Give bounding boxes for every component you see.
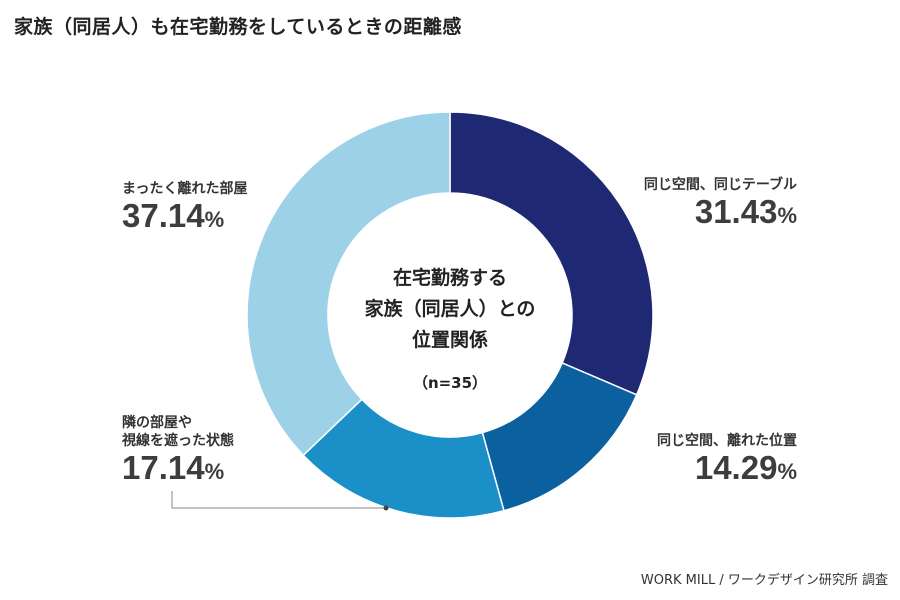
chart-title: 家族（同居人）も在宅勤務をしているときの距離感: [14, 16, 462, 38]
slice-label-next-room-line2: 視線を遮った状態: [122, 433, 234, 449]
label-same-space-apart: 同じ空間、離れた位置 14.29%: [657, 432, 797, 490]
slice-label-next-room-line1: 隣の部屋や: [122, 415, 192, 431]
leader-dot-next-room: [383, 505, 389, 511]
source-credit: WORK MILL / ワークデザイン研究所 調査: [640, 573, 888, 588]
center-label: 在宅勤務する 家族（同居人）との 位置関係: [330, 263, 570, 356]
value-label-next-room: 17.14%: [122, 449, 225, 486]
donut-slice-separate-room: [246, 111, 451, 457]
value-label-same-space-same-table: 31.43%: [694, 193, 797, 230]
center-label-line1: 在宅勤務する: [392, 267, 507, 289]
center-label-line2: 家族（同居人）との: [364, 298, 536, 320]
value-label-same-space-apart: 14.29%: [694, 449, 797, 486]
label-next-room: 隣の部屋や 視線を遮った状態 17.14%: [122, 414, 234, 490]
donut-slice-same-space-same-table: [449, 111, 654, 396]
value-label-separate-room: 37.14%: [122, 197, 225, 234]
slice-label-same-space-same-table: 同じ空間、同じテーブル: [643, 177, 797, 193]
sample-size-label: （n=35）: [412, 374, 488, 392]
slice-label-separate-room: まったく離れた部屋: [122, 181, 248, 197]
center-label-line3: 位置関係: [411, 329, 488, 351]
slice-label-same-space-apart: 同じ空間、離れた位置: [657, 433, 797, 449]
label-same-space-same-table: 同じ空間、同じテーブル 31.43%: [644, 176, 797, 234]
leader-line-next-room: [171, 491, 386, 509]
label-separate-room: まったく離れた部屋 37.14%: [122, 180, 247, 238]
